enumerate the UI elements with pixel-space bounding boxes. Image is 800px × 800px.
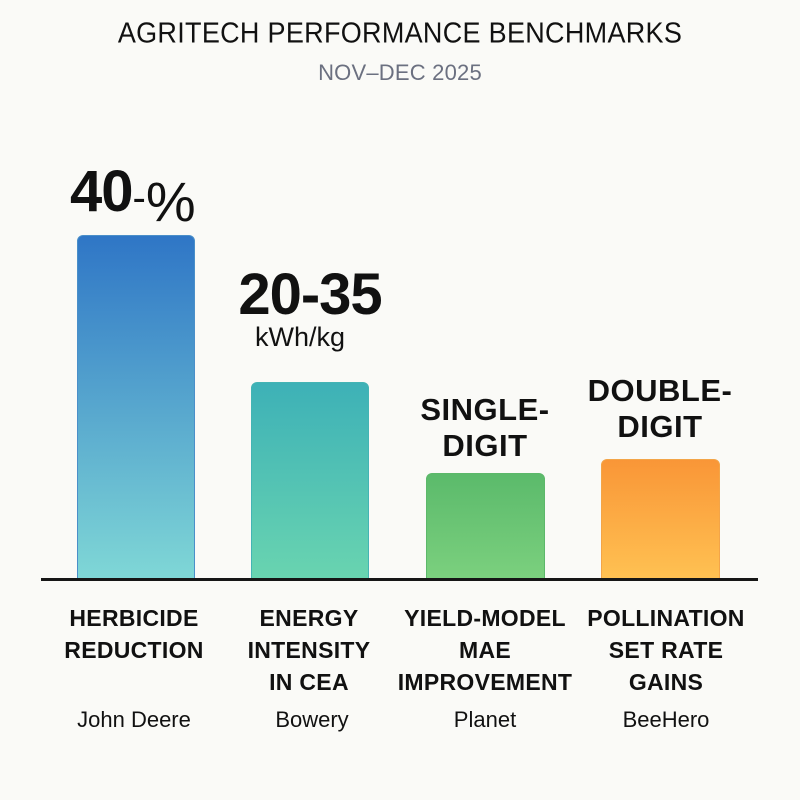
category-line: HERBICIDE (69, 605, 199, 631)
value-suffix: % (145, 170, 196, 233)
category-line: YIELD-MODEL (404, 605, 566, 631)
category-line: POLLINATION (587, 605, 745, 631)
value-main: 40 (70, 159, 134, 224)
bar-pollination (601, 459, 720, 579)
category-label-energy: ENERGY INTENSITY IN CEA (219, 602, 399, 698)
value-line-2: DIGIT (442, 428, 528, 463)
bar-value-label-energy: 20-35 kWh/kg (225, 262, 395, 353)
chart-subtitle: NOV–DEC 2025 (318, 60, 482, 85)
bar-herbicide-reduction (77, 235, 195, 579)
company-label-beehero: BeeHero (622, 707, 710, 732)
category-line: ENERGY (259, 605, 359, 631)
company-label-planet: Planet (453, 707, 517, 732)
bar-value-label-herbicide: 40-% (70, 158, 230, 233)
category-line: SET RATE (608, 637, 724, 663)
value-dash: - (132, 176, 146, 220)
value-unit: kWh/kg (254, 322, 346, 352)
category-line: INTENSITY (247, 637, 371, 663)
value-main: 20-35 (238, 262, 382, 327)
bar-yield-model (426, 473, 545, 579)
category-label-pollination: POLLINATION SET RATE GAINS (576, 602, 756, 698)
category-line: MAE (458, 637, 511, 663)
company-label-john-deere: John Deere (77, 707, 191, 732)
chart-title: AGRITECH PERFORMANCE BENCHMARKS (117, 17, 683, 49)
bar-energy-intensity (251, 382, 369, 579)
category-line: REDUCTION (64, 637, 204, 663)
category-label-herbicide: HERBICIDE REDUCTION (44, 602, 224, 666)
category-line: IN CEA (269, 669, 349, 695)
company-label-bowery: Bowery (275, 707, 349, 732)
value-line-2: DIGIT (617, 409, 703, 444)
bar-value-label-yield: SINGLE- DIGIT (395, 392, 575, 464)
value-line-1: SINGLE- (420, 392, 550, 427)
value-line-1: DOUBLE- (587, 373, 733, 408)
category-line: IMPROVEMENT (397, 669, 573, 695)
x-axis-line (41, 578, 758, 581)
category-line: GAINS (628, 669, 704, 695)
bar-value-label-pollination: DOUBLE- DIGIT (570, 373, 750, 445)
category-label-yield: YIELD-MODEL MAE IMPROVEMENT (395, 602, 575, 698)
